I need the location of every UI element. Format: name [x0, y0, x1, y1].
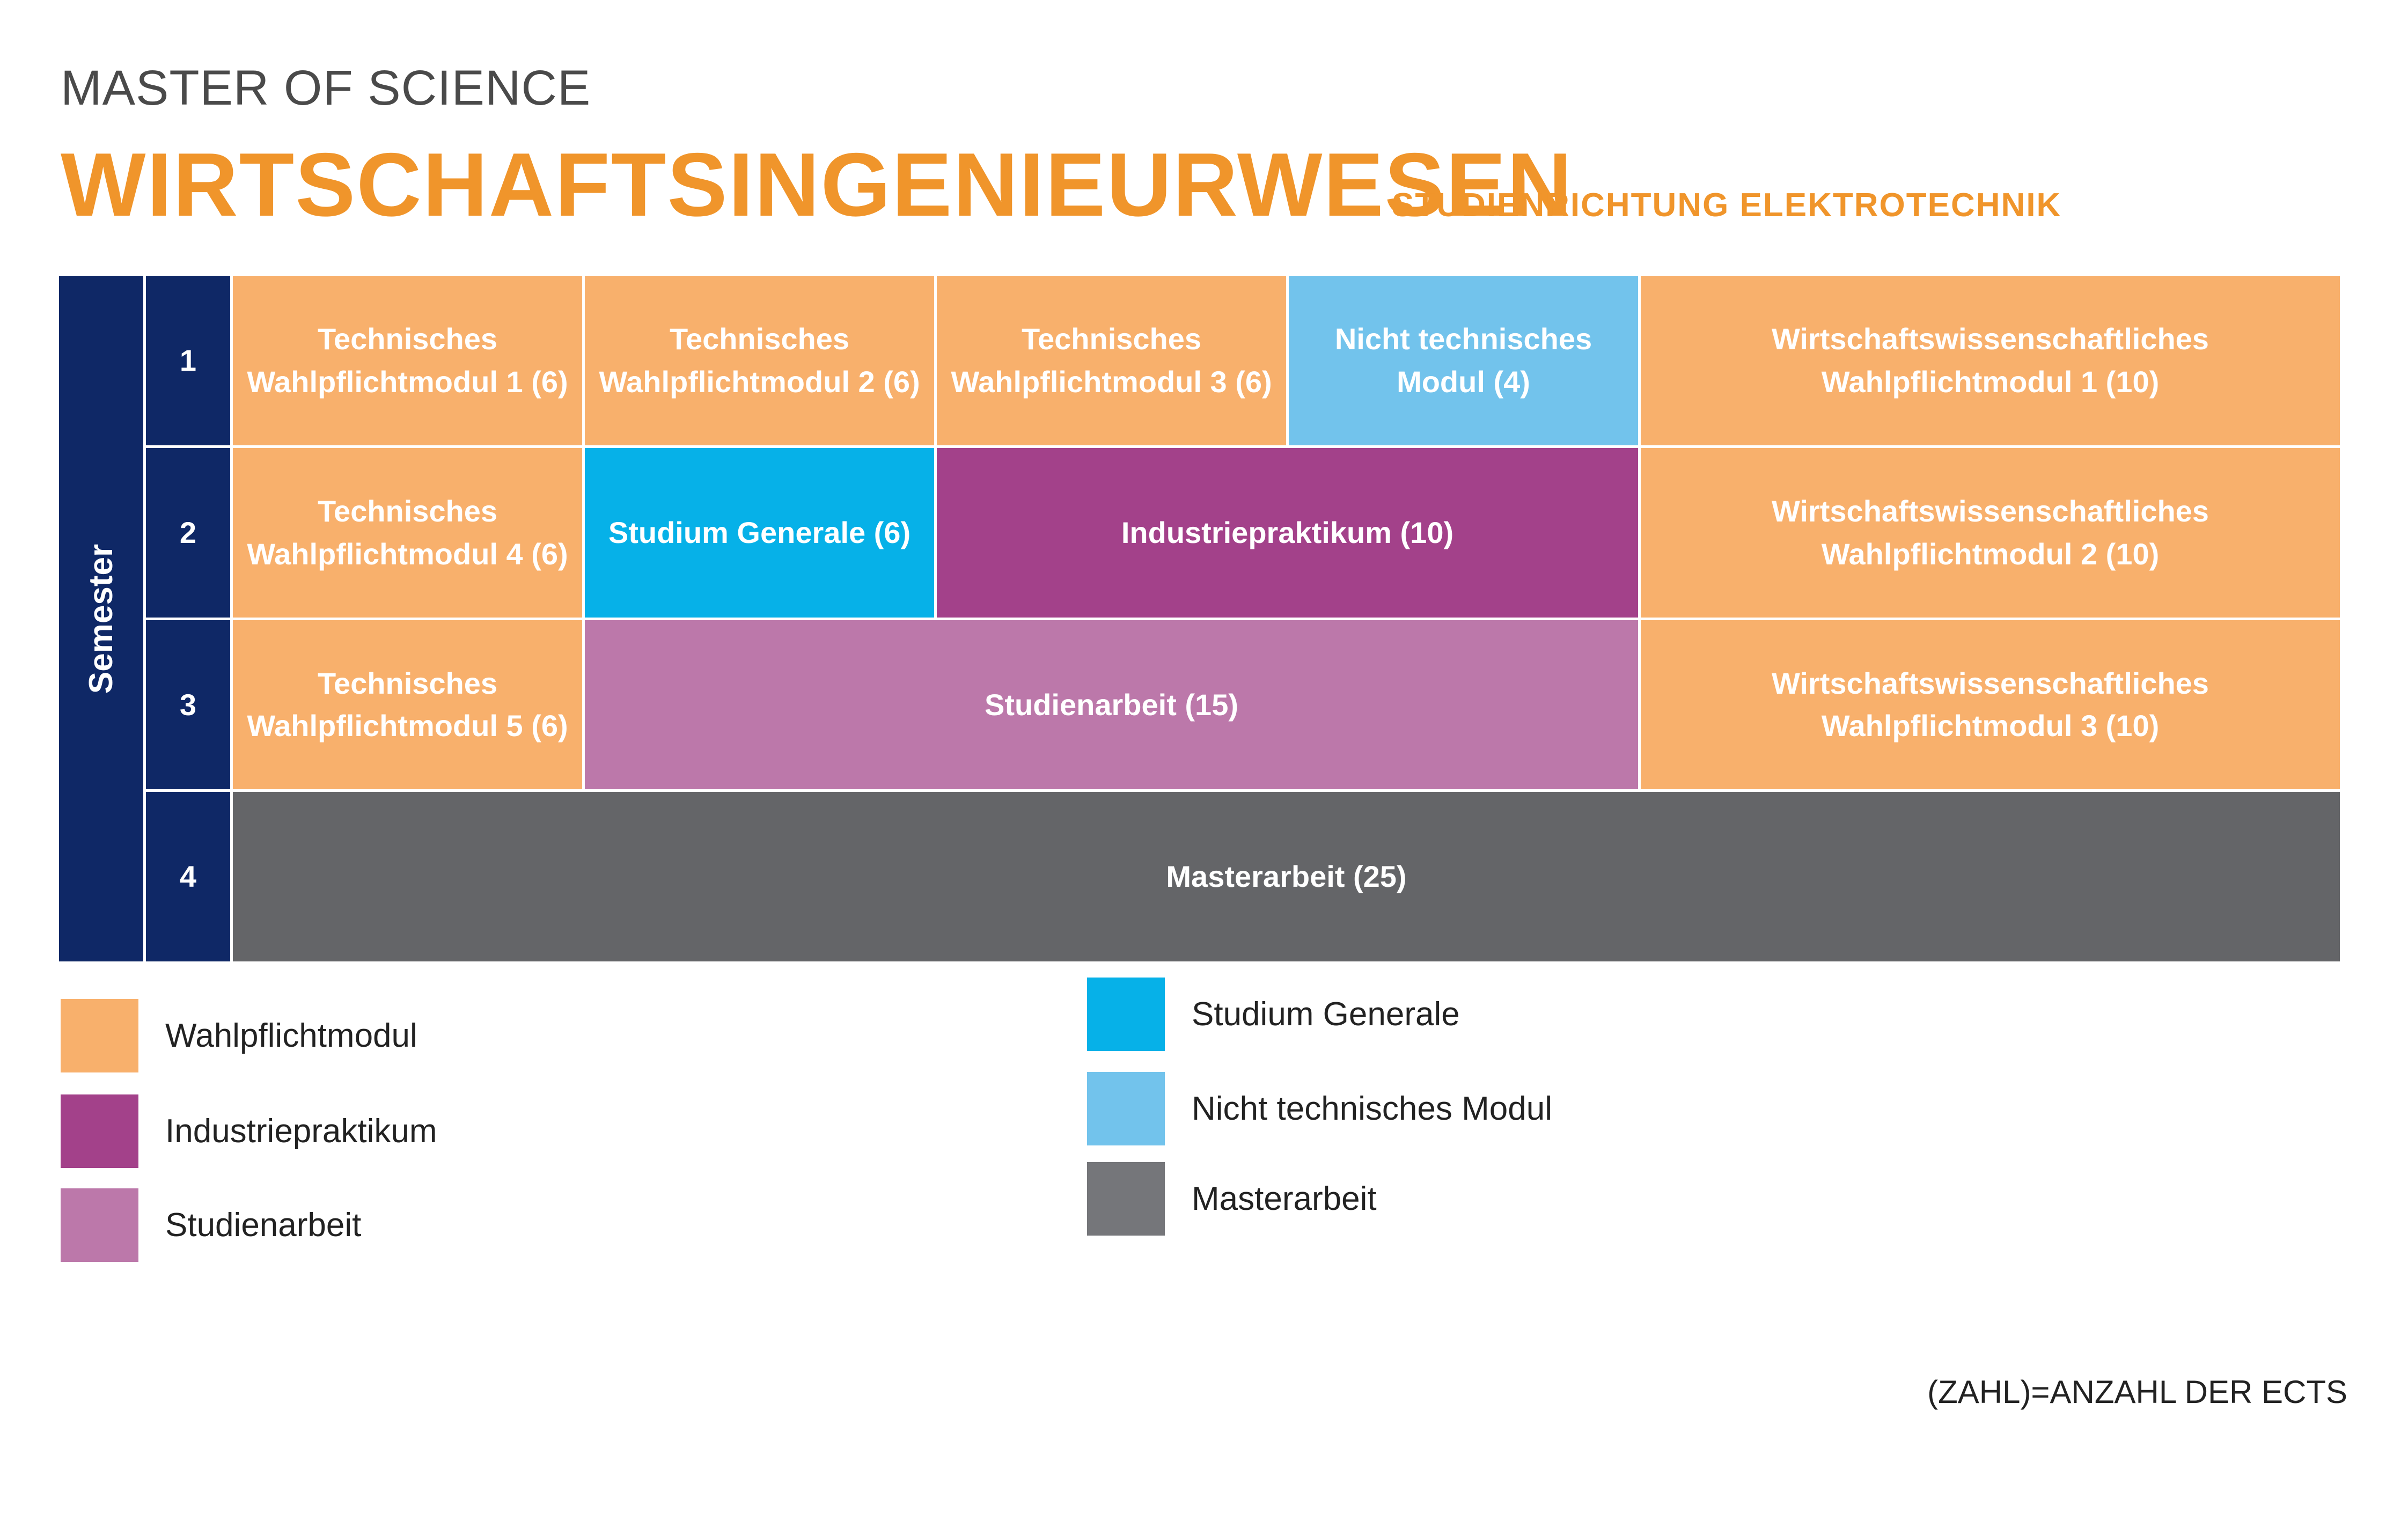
module-nicht-technisch: Nicht technisches Modul (4): [1289, 276, 1638, 445]
specialization-label: STUDIENRICHTUNG ELEKTROTECHNIK: [1392, 187, 2062, 224]
legend-swatch: [1087, 978, 1165, 1051]
module-wiwi-wpm-1: Wirtschaftswissenschaftliches Wahlpflich…: [1641, 276, 2340, 445]
semester-number-3: 3: [146, 620, 230, 790]
module-tech-wpm-2: Technisches Wahlpflichtmodul 2 (6): [585, 276, 934, 445]
ects-footnote: (ZAHL)=ANZAHL DER ECTS: [1927, 1374, 2347, 1410]
legend-label: Nicht technisches Modul: [1192, 1090, 1552, 1127]
legend-item-studienarbeit: Studienarbeit: [61, 1188, 361, 1262]
module-tech-wpm-1: Technisches Wahlpflichtmodul 1 (6): [233, 276, 582, 445]
semester-number-1: 1: [146, 276, 230, 445]
legend-swatch: [1087, 1162, 1165, 1236]
legend-swatch: [1087, 1072, 1165, 1145]
semester-axis-label: Semester: [59, 276, 143, 961]
module-wiwi-wpm-2: Wirtschaftswissenschaftliches Wahlpflich…: [1641, 447, 2340, 618]
module-studium-generale: Studium Generale (6): [585, 447, 934, 618]
legend-label: Masterarbeit: [1192, 1180, 1377, 1217]
legend-item-nicht-technisches-modul: Nicht technisches Modul: [1087, 1072, 1552, 1145]
legend-swatch: [61, 1188, 138, 1262]
semester-axis-text: Semester: [83, 543, 120, 694]
legend-item-industriepraktikum: Industriepraktikum: [61, 1094, 437, 1168]
legend-item-masterarbeit: Masterarbeit: [1087, 1162, 1377, 1236]
module-studienarbeit: Studienarbeit (15): [585, 620, 1638, 790]
legend-label: Wahlpflichtmodul: [165, 1017, 417, 1054]
legend-label: Industriepraktikum: [165, 1113, 437, 1150]
module-tech-wpm-3: Technisches Wahlpflichtmodul 3 (6): [937, 276, 1286, 445]
module-industriepraktikum: Industriepraktikum (10): [937, 447, 1638, 618]
semester-number-2: 2: [146, 447, 230, 618]
curriculum-grid: 1 Technisches Wahlpflichtmodul 1 (6) Tec…: [146, 276, 2348, 961]
program-title: WIRTSCHAFTSINGENIEURWESEN: [61, 134, 1573, 235]
module-tech-wpm-5: Technisches Wahlpflichtmodul 5 (6): [233, 620, 582, 790]
legend-swatch: [61, 1094, 138, 1168]
legend-swatch: [61, 999, 138, 1072]
module-masterarbeit: Masterarbeit (25): [233, 792, 2340, 961]
legend-label: Studienarbeit: [165, 1207, 362, 1244]
degree-label: MASTER OF SCIENCE: [61, 61, 591, 115]
module-tech-wpm-4: Technisches Wahlpflichtmodul 4 (6): [233, 447, 582, 618]
legend-label: Studium Generale: [1192, 996, 1460, 1033]
legend-item-studium-generale: Studium Generale: [1087, 978, 1460, 1051]
semester-number-4: 4: [146, 792, 230, 961]
legend-item-wahlpflichtmodul: Wahlpflichtmodul: [61, 999, 417, 1072]
module-wiwi-wpm-3: Wirtschaftswissenschaftliches Wahlpflich…: [1641, 620, 2340, 790]
